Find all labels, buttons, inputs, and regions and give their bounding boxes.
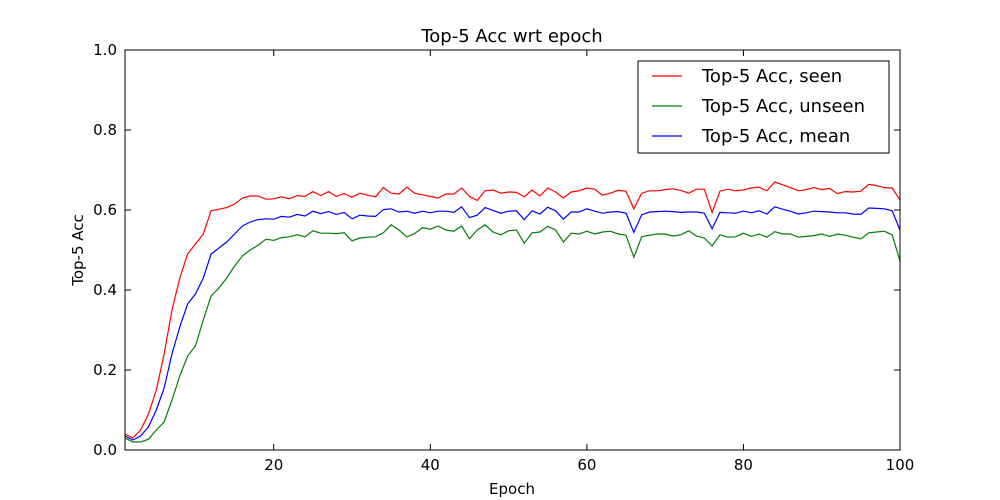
y-tick-label: 0.2: [93, 361, 117, 379]
y-tick-label: 0.4: [93, 281, 117, 299]
legend-label-3: Top-5 Acc, mean: [701, 126, 850, 147]
series-line-2: [125, 224, 900, 443]
series-layer: [125, 181, 900, 443]
y-tick-label: 0.8: [93, 121, 117, 139]
legend-label-1: Top-5 Acc, seen: [701, 66, 842, 87]
legend-label-2: Top-5 Acc, unseen: [701, 96, 865, 117]
y-axis: 0.0 0.2 0.4 0.6 0.8 1.0: [93, 41, 900, 459]
x-tick-label: 20: [264, 456, 283, 474]
series-line-1: [125, 181, 900, 439]
y-tick-label: 1.0: [93, 41, 117, 59]
y-tick-label: 0.0: [93, 441, 117, 459]
chart-title: Top-5 Acc wrt epoch: [420, 26, 602, 47]
y-tick-label: 0.6: [93, 201, 117, 219]
plot-frame: [124, 49, 901, 451]
legend: Top-5 Acc, seen Top-5 Acc, unseen Top-5 Ac…: [637, 60, 890, 154]
plot-area: [124, 49, 901, 451]
x-axis-label: Epoch: [489, 480, 535, 498]
x-tick-label: 100: [886, 456, 915, 474]
x-axis: 20 40 60 80 100: [264, 50, 914, 474]
x-tick-label: 60: [577, 456, 596, 474]
x-tick-label: 80: [734, 456, 753, 474]
series-line-3: [125, 205, 900, 441]
x-tick-label: 40: [421, 456, 440, 474]
y-axis-label: Top-5 Acc: [69, 214, 87, 287]
